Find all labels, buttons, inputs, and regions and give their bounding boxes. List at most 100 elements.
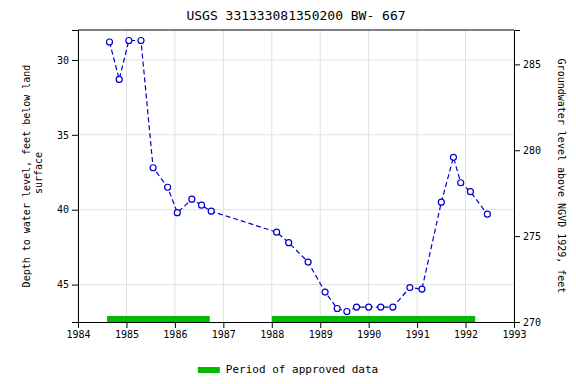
marker <box>165 184 171 190</box>
tick: 285 <box>514 59 541 70</box>
marks <box>106 37 490 322</box>
grid-line <box>271 30 272 322</box>
marker <box>366 304 372 310</box>
tick-mark <box>223 322 224 328</box>
grid-line <box>78 209 514 210</box>
tick-mark <box>369 322 370 328</box>
tick-label: 40 <box>57 204 69 215</box>
tick: 275 <box>514 231 541 242</box>
tick-mark <box>126 322 127 328</box>
tick: 270 <box>514 317 541 328</box>
tick: 1986 <box>163 322 187 340</box>
marker <box>286 240 292 246</box>
tick: 1987 <box>212 322 236 340</box>
tick-label: 1993 <box>502 329 526 340</box>
marker <box>334 306 340 312</box>
y-axis: 30 35 40 45 <box>57 31 79 323</box>
tick-mark <box>72 210 78 211</box>
marker <box>450 154 456 160</box>
tick-mark <box>72 285 78 286</box>
tick-mark <box>514 150 520 151</box>
marker <box>126 37 132 43</box>
marker <box>208 208 214 214</box>
tick-label: 1990 <box>357 329 381 340</box>
line <box>109 40 487 311</box>
tick-label: 280 <box>523 145 541 156</box>
tick: 1985 <box>115 322 139 340</box>
marker <box>150 165 156 171</box>
tick-label: 1991 <box>406 329 430 340</box>
tick-label: 1987 <box>212 329 236 340</box>
tick-label: 270 <box>523 317 541 328</box>
tick-label: 35 <box>57 130 69 141</box>
tick: 45 <box>57 279 78 290</box>
tick-mark <box>72 60 78 61</box>
approved-period <box>272 316 475 322</box>
marker <box>407 285 413 291</box>
title: USGS 331333081350200 BW- 667 <box>186 8 405 23</box>
marker <box>106 39 112 45</box>
marker <box>419 286 425 292</box>
chart: 1984 1985 1986 1987 1988 1989 1990 1991 1992 1993… <box>0 0 576 384</box>
tick: 1991 <box>406 322 430 340</box>
frame <box>78 30 514 31</box>
marker <box>116 76 122 82</box>
tick-mark <box>514 64 520 65</box>
tick: 1990 <box>357 322 381 340</box>
tick: 40 <box>57 204 78 215</box>
tick-label: 1986 <box>163 329 187 340</box>
legend-label: Period of approved data <box>226 363 378 376</box>
y2-axis-label: Groundwater level above NGVD 1929, feet <box>556 59 567 294</box>
tick: 1989 <box>309 322 333 340</box>
marker <box>174 210 180 216</box>
tick-label: 45 <box>57 279 69 290</box>
x-axis: 1984 1985 1986 1987 1988 1989 1990 1991 1992 1993 <box>66 322 526 340</box>
axis-line <box>515 31 521 323</box>
tick-mark <box>72 135 78 136</box>
tick: 30 <box>57 55 78 66</box>
marker <box>274 229 280 235</box>
marker <box>438 199 444 205</box>
tick-mark <box>320 322 321 328</box>
y2-axis: 270 275 280 285 <box>514 31 541 328</box>
marker <box>378 304 384 310</box>
marker <box>467 189 473 195</box>
grid <box>78 30 514 322</box>
grid-line <box>78 284 514 285</box>
legend: Period of approved data <box>198 363 378 376</box>
tick-mark <box>514 236 520 237</box>
marker <box>354 304 360 310</box>
tick: 35 <box>57 130 78 141</box>
tick-mark <box>272 322 273 328</box>
tick-label: 30 <box>57 55 69 66</box>
tick-label: 1992 <box>454 329 478 340</box>
tick-label: 1989 <box>309 329 333 340</box>
tick-mark <box>417 322 418 328</box>
marker <box>199 202 205 208</box>
tick-mark <box>466 322 467 328</box>
tick-mark <box>175 322 176 328</box>
grid-line <box>465 30 466 322</box>
grid-line <box>223 30 224 322</box>
tick-label: 1984 <box>66 329 90 340</box>
grid-line <box>417 30 418 322</box>
tick-label: 285 <box>523 59 541 70</box>
grid-line <box>126 30 127 322</box>
marker <box>322 289 328 295</box>
tick-mark <box>514 322 520 323</box>
marker <box>189 196 195 202</box>
tick: 1988 <box>260 322 284 340</box>
marker <box>305 259 311 265</box>
marker <box>458 180 464 186</box>
marker <box>138 37 144 43</box>
marker <box>390 304 396 310</box>
legend-swatch <box>198 367 220 373</box>
grid-line <box>320 30 321 322</box>
axis-line <box>72 31 79 323</box>
plot: 1984 1985 1986 1987 1988 1989 1990 1991 1992 1993… <box>57 30 541 340</box>
y-axis-label: Depth to water level, feet below land su… <box>21 65 44 288</box>
tick: 280 <box>514 145 541 156</box>
grid-line <box>174 30 175 322</box>
grid-line <box>78 134 514 135</box>
axis-line <box>79 323 515 329</box>
